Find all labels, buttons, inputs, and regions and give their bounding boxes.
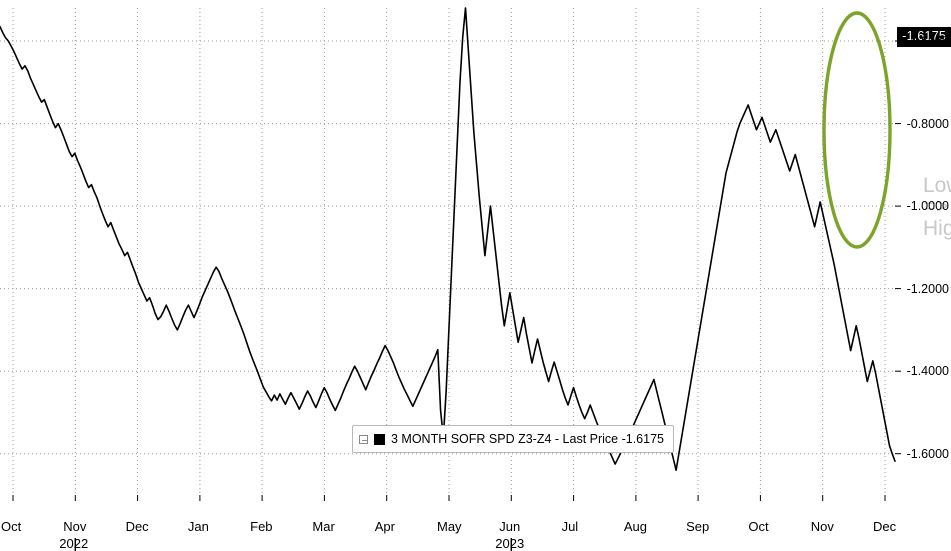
x-axis-tick-label: Dec: [873, 519, 897, 534]
x-axis-tick-label: Sep: [686, 519, 710, 534]
price-line-series: [0, 7, 896, 472]
x-axis-tick-label: Oct: [748, 519, 769, 534]
x-axis-tick-label: Jan: [187, 519, 209, 534]
legend-checkbox-icon[interactable]: [359, 434, 368, 444]
x-axis-tick-label: Nov: [63, 519, 87, 534]
x-axis-tick-label: Aug: [623, 519, 647, 534]
x-axis-tick-label: Nov: [810, 519, 834, 534]
y-axis-tick-label: -1.6000: [906, 446, 949, 461]
y-axis-tick-label: -1.4000: [906, 364, 949, 379]
x-axis-tick-label: May: [437, 519, 462, 534]
vertical-gridlines: [12, 8, 886, 495]
x-axis-tick-label: Feb: [250, 519, 273, 534]
y-axis-tick-label: -1.2000: [906, 281, 949, 296]
x-axis-tick-label: Jul: [561, 519, 579, 534]
x-axis-tick-label: Oct: [1, 519, 22, 534]
x-axis-tick-label: Jun: [499, 519, 521, 534]
legend-label: 3 MONTH SOFR SPD Z3-Z4 - Last Price -1.6…: [391, 432, 664, 446]
y-axis-tick-label: -0.8000: [906, 116, 949, 131]
last-price-tag: -1.6175: [897, 27, 951, 47]
x-axis-tick-label: Apr: [374, 519, 395, 534]
legend-color-swatch-icon: [374, 433, 385, 445]
x-axis-tick-label: Mar: [312, 519, 335, 534]
x-axis-year-label: 2022: [59, 536, 89, 551]
y-axis-tick-label: -1.0000: [906, 199, 949, 214]
axis-tick-marks: [12, 40, 901, 551]
x-axis-tick-label: Dec: [125, 519, 149, 534]
x-axis-year-label: 2023: [495, 536, 525, 551]
annotation-ellipse: [822, 11, 892, 249]
horizontal-gridlines: [0, 40, 895, 455]
y-axis-tick-label: -0.6000: [906, 34, 949, 49]
legend[interactable]: 3 MONTH SOFR SPD Z3-Z4 - Last Price -1.6…: [352, 425, 674, 453]
